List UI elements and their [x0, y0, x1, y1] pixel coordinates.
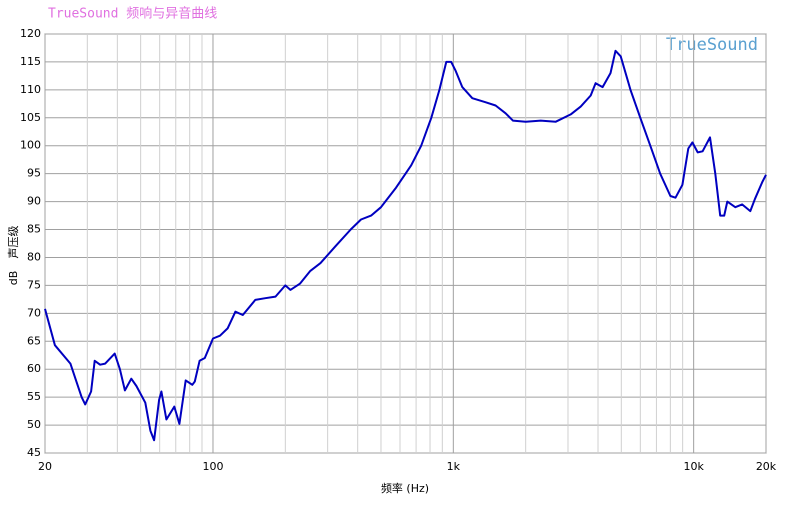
x-tick-label: 20 — [38, 460, 52, 473]
plot-area — [44, 33, 767, 454]
y-tick-label: 50 — [27, 418, 41, 431]
y-tick-label: 115 — [20, 55, 41, 68]
y-tick-label: 65 — [27, 334, 41, 347]
y-tick-label: 95 — [27, 167, 41, 180]
x-axis-label: 频率 (Hz) — [381, 481, 429, 495]
y-axis-label: 声压级 — [6, 226, 20, 259]
y-tick-label: 55 — [27, 390, 41, 403]
y-axis-unit: dB — [7, 271, 20, 286]
y-tick-label: 120 — [20, 27, 41, 40]
x-tick-label: 100 — [202, 460, 223, 473]
x-tick-label: 20k — [756, 460, 777, 473]
y-tick-label: 110 — [20, 83, 41, 96]
y-tick-label: 70 — [27, 306, 41, 319]
y-tick-label: 80 — [27, 250, 41, 263]
y-tick-label: 90 — [27, 195, 41, 208]
y-tick-label: 85 — [27, 223, 41, 236]
y-tick-label: 105 — [20, 111, 41, 124]
x-tick-label: 1k — [447, 460, 461, 473]
y-tick-label: 75 — [27, 278, 41, 291]
chart-title: TrueSound 频响与异音曲线 — [48, 6, 217, 22]
watermark: TrueSound — [666, 35, 758, 55]
y-tick-label: 45 — [27, 446, 41, 459]
response-line — [44, 49, 767, 442]
y-tick-label: 100 — [20, 139, 41, 152]
x-tick-label: 10k — [683, 460, 704, 473]
y-tick-label: 60 — [27, 362, 41, 375]
